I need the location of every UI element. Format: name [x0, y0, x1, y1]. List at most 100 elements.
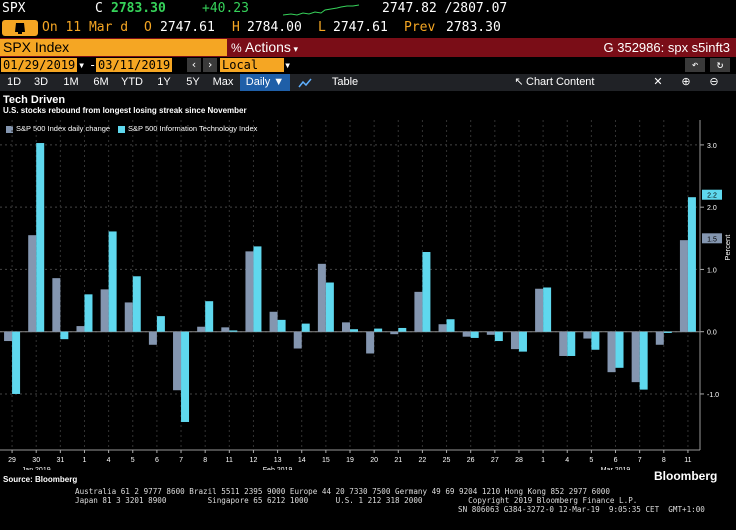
start-date-input[interactable]: 01/29/2019: [1, 58, 78, 72]
y-tick-label: -1.0: [707, 392, 719, 399]
x-month-label: Feb 2019: [263, 467, 293, 470]
x-tick-label: 26: [467, 457, 475, 464]
value-badge: [702, 189, 722, 200]
bar-tech: [446, 319, 455, 332]
bar-spx: [124, 302, 133, 332]
ticker: SPX: [2, 1, 26, 16]
date-separator: -: [89, 58, 97, 72]
last-label: C: [95, 1, 103, 16]
value-badge: [702, 233, 722, 244]
end-date-input[interactable]: 03/11/2019: [96, 58, 173, 72]
bar-spx: [679, 240, 688, 332]
period-6m[interactable]: 6M: [93, 76, 109, 88]
alert-icon[interactable]: [2, 20, 38, 36]
next-period-button[interactable]: ›: [203, 58, 217, 72]
open-value: 2747.61: [160, 20, 215, 35]
frequency-select[interactable]: Daily ▼: [240, 74, 290, 91]
x-tick-label: 8: [662, 457, 666, 464]
chart-content-icon[interactable]: ↖: [514, 76, 524, 88]
period-5y[interactable]: 5Y: [186, 76, 200, 88]
bar-tech: [181, 331, 190, 422]
x-tick-label: 4: [107, 457, 111, 464]
bar-tech: [301, 323, 310, 332]
refresh-icon[interactable]: ↻: [710, 58, 730, 72]
period-ytd[interactable]: YTD: [121, 76, 143, 88]
bar-spx: [486, 331, 495, 335]
quote-header: SPX C 2783.30 +40.23 2747.82 /2807.07: [0, 0, 736, 19]
bar-chart: 3.02.01.00.0-1.029 30 31 1 4 5 6 7 8 11 12 13 14 15 19…: [0, 120, 732, 470]
period-3d[interactable]: 3D: [33, 76, 49, 88]
prev-value: 2783.30: [446, 20, 501, 35]
bar-tech: [36, 143, 45, 332]
high-label: H: [232, 20, 240, 35]
bar-spx: [100, 289, 109, 332]
x-tick-label: 30: [32, 457, 40, 464]
legend-swatch: [118, 125, 125, 133]
actions-menu[interactable]: % Actions ▾: [231, 38, 298, 57]
frequency-label: Daily: [245, 76, 271, 88]
x-tick-label: 22: [419, 457, 427, 464]
bar-tech: [277, 319, 286, 332]
bar-spx: [4, 331, 13, 342]
chart-subtitle: U.S. stocks rebound from longest losing …: [3, 106, 247, 115]
x-tick-label: 15: [322, 457, 330, 464]
bar-spx: [269, 311, 278, 332]
footer-contacts-line2: Japan 81 3 3201 8900 Singapore 65 6212 1…: [75, 496, 638, 505]
footer-contacts-line1: Australia 61 2 9777 8600 Brazil 5511 239…: [75, 487, 610, 496]
prev-label: Prev: [404, 20, 436, 35]
x-tick-label: 20: [370, 457, 378, 464]
security-input[interactable]: SPX Index: [0, 39, 227, 56]
bar-tech: [350, 329, 358, 332]
legend-item-tech: S&P 500 Information Technology Index: [118, 124, 257, 133]
bar-tech: [205, 301, 214, 332]
actions-label: Actions: [245, 39, 291, 55]
bar-tech: [591, 331, 600, 350]
bar-tech: [374, 328, 383, 332]
period-1y[interactable]: 1Y: [157, 76, 171, 88]
bar-tech: [398, 327, 407, 332]
x-tick-label: 7: [638, 457, 642, 464]
bar-spx: [76, 326, 85, 332]
period-1d[interactable]: 1D: [6, 76, 22, 88]
actions-icon: %: [231, 41, 246, 55]
x-tick-label: 31: [56, 457, 64, 464]
period-max[interactable]: Max: [212, 76, 234, 88]
bar-tech: [687, 197, 696, 332]
legend-label: S&P 500 Index daily change: [16, 124, 111, 133]
bar-spx: [583, 331, 592, 339]
value-badge-label: 2.2: [707, 193, 717, 200]
x-tick-label: 14: [298, 457, 306, 464]
x-tick-label: 4: [565, 457, 569, 464]
bar-tech: [543, 287, 552, 332]
currency-select[interactable]: Local CCY: [220, 58, 284, 86]
x-tick-label: 11: [684, 457, 691, 464]
bar-tech: [132, 276, 141, 332]
undo-icon[interactable]: ↶: [685, 58, 705, 72]
currency-arrow-icon[interactable]: ▾: [284, 58, 292, 72]
line-chart-icon[interactable]: [294, 74, 316, 91]
x-tick-label: 27: [491, 457, 499, 464]
period-1m[interactable]: 1M: [63, 76, 79, 88]
zoom-out-icon[interactable]: ⊖: [709, 76, 719, 88]
table-button[interactable]: Table: [331, 76, 359, 88]
bar-tech: [253, 246, 262, 332]
bar-tech: [156, 316, 165, 332]
zoom-in-icon[interactable]: ⊕: [681, 76, 691, 88]
date-range-bar: [0, 57, 736, 73]
bar-tech: [518, 331, 527, 352]
bar-spx: [197, 326, 206, 332]
y-axis-title: Percent: [723, 234, 732, 261]
bar-spx: [510, 331, 519, 350]
start-date-arrow-icon[interactable]: ▾: [78, 58, 86, 72]
bar-spx: [52, 278, 61, 332]
close-icon[interactable]: ✕: [653, 76, 663, 88]
x-month-label: Jan 2019: [22, 467, 51, 470]
x-tick-label: 1: [83, 457, 87, 464]
x-month-label: Mar 2019: [601, 467, 631, 470]
dropdown-arrow-icon: ▾: [290, 44, 298, 54]
frequency-arrow-icon: ▼: [270, 76, 285, 88]
x-tick-label: 7: [179, 457, 183, 464]
prev-period-button[interactable]: ‹: [187, 58, 201, 72]
footer-session-line: SN 806063 G384-3272-0 12-Mar-19 9:05:35 …: [458, 505, 705, 514]
chart-content-button[interactable]: Chart Content: [526, 76, 595, 88]
